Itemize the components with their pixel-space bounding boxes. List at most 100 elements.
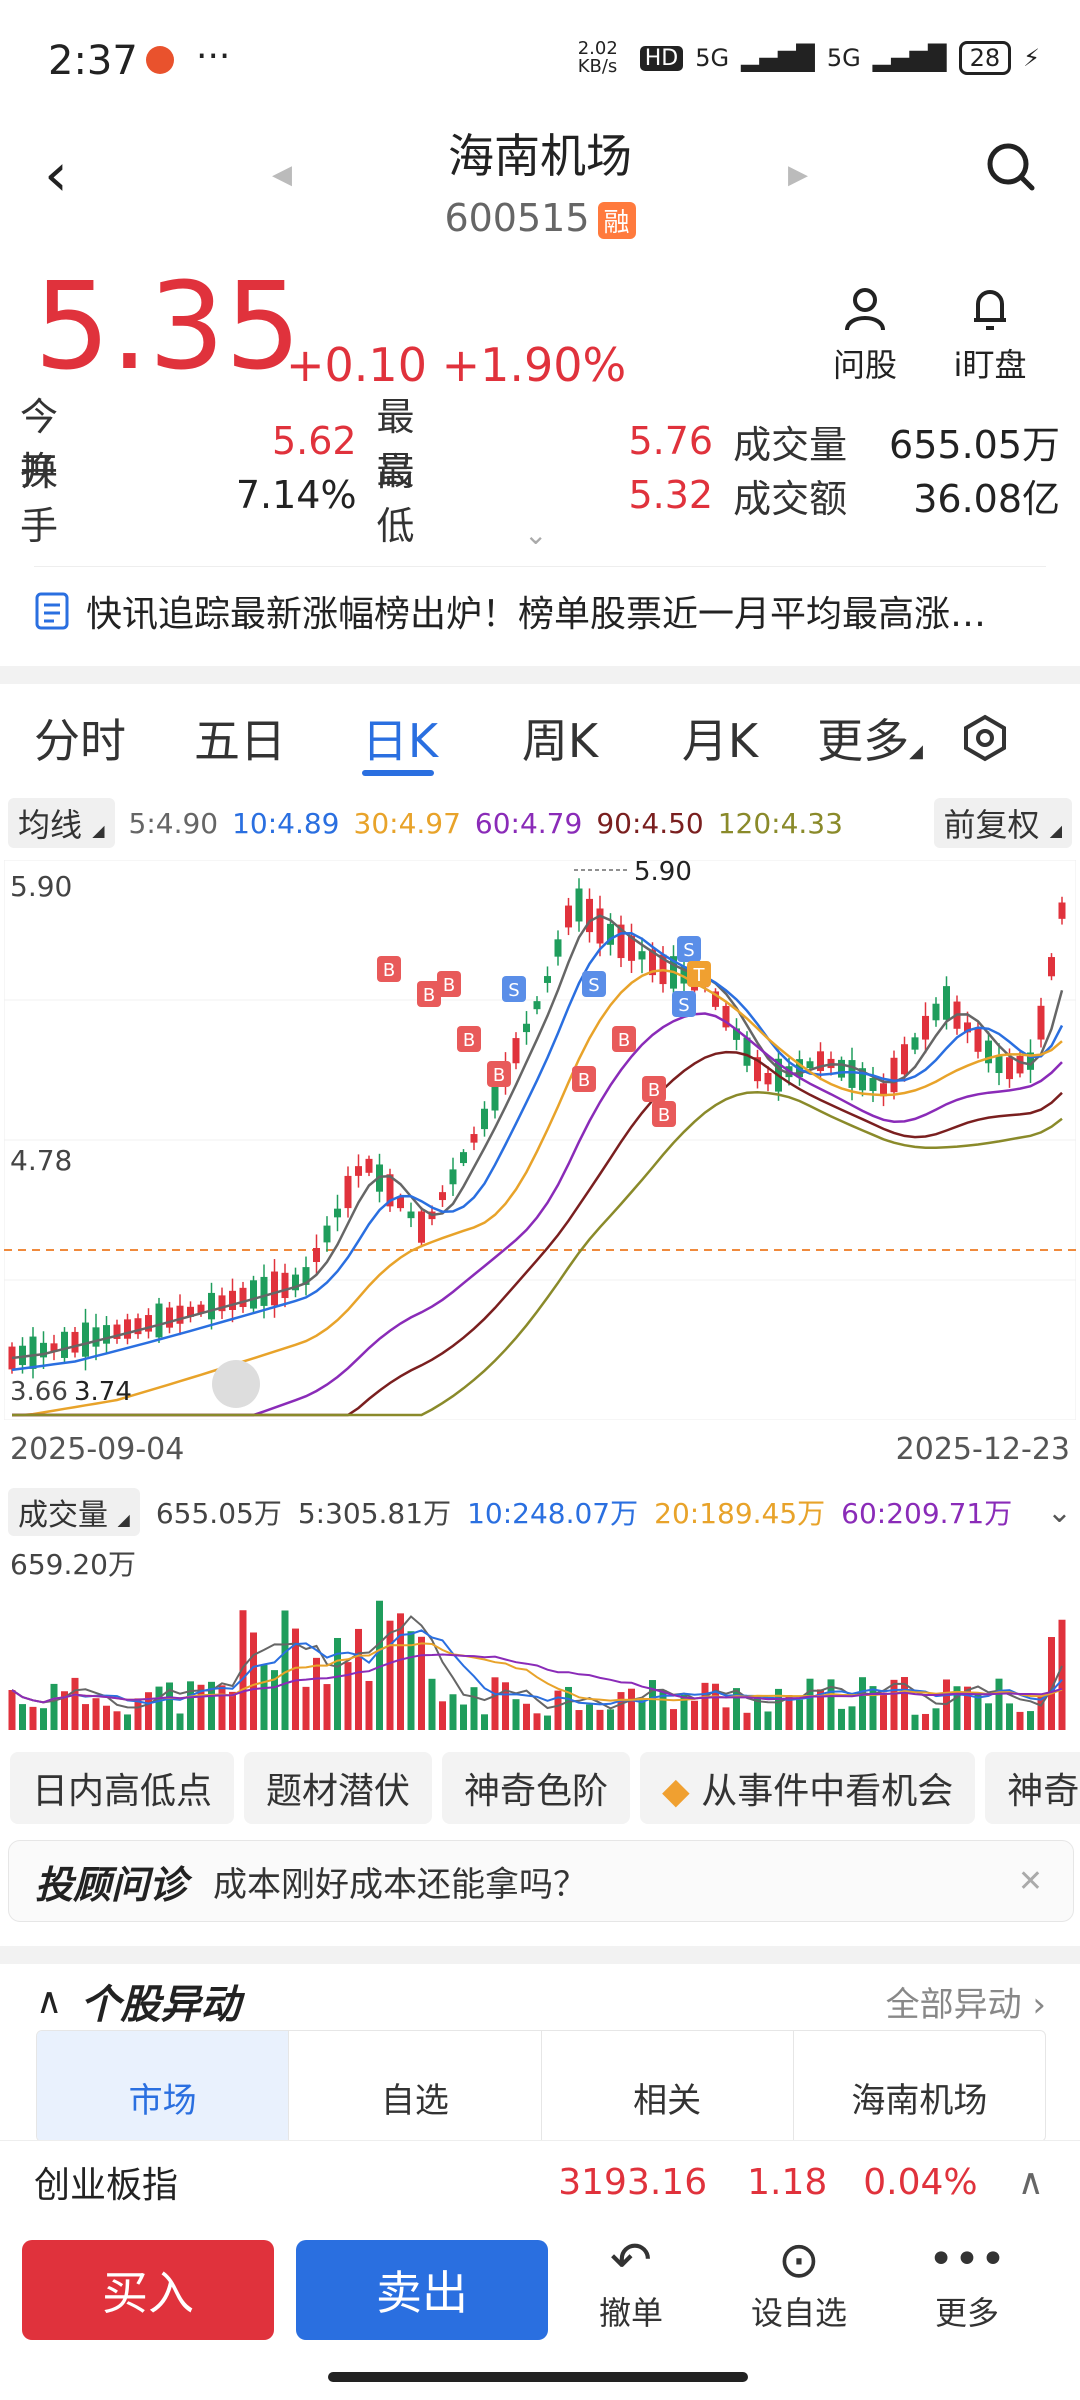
signal-marker-letter: B xyxy=(578,1070,590,1091)
search-icon[interactable] xyxy=(984,140,1036,192)
section-separator xyxy=(0,1946,1080,1964)
volume-bar xyxy=(187,1681,194,1730)
stat-value: 36.08亿 xyxy=(913,476,1061,521)
signal-marker[interactable] xyxy=(457,1026,481,1052)
tab-five-day[interactable]: 五日 xyxy=(194,714,286,768)
candle xyxy=(838,1059,845,1078)
volume-bar xyxy=(449,1694,457,1730)
ma-selector[interactable]: 均线 ◢ xyxy=(8,798,115,848)
sell-button[interactable]: 卖出 xyxy=(296,2240,548,2340)
moving-average-line xyxy=(12,968,1063,1417)
volume-bar xyxy=(575,1710,583,1730)
candle xyxy=(806,1061,814,1069)
tag-magic[interactable]: 神奇 xyxy=(985,1752,1080,1824)
candle xyxy=(365,1158,373,1173)
more-label: 更多 xyxy=(934,2294,999,2332)
tab-more[interactable]: 更多◢ xyxy=(800,705,940,771)
volume-bar xyxy=(1048,1637,1055,1730)
segment-watchlist[interactable]: 自选 xyxy=(289,2031,542,2141)
tab-intraday[interactable]: 分时 xyxy=(34,714,126,768)
candle xyxy=(523,1023,530,1033)
signal-5g-2-icon: 5G xyxy=(826,44,861,72)
chart-period-tabs: 分时 五日 日K 周K 月K 更多◢ xyxy=(0,700,1080,776)
tab-weekly-k[interactable]: 周K xyxy=(521,714,599,768)
index-ticker-bar[interactable]: 创业板指 3193.16 1.18 0.04% ∧ xyxy=(0,2140,1080,2223)
signal-marker[interactable] xyxy=(652,1101,676,1127)
battery-icon: 28 xyxy=(958,41,1012,75)
tab-monthly-k[interactable]: 月K xyxy=(681,714,759,768)
buy-button[interactable]: 买入 xyxy=(22,2240,274,2340)
all-moves-link[interactable]: 全部异动 › xyxy=(886,1977,1046,2026)
volume-bar xyxy=(953,1686,961,1730)
abnormal-filter-segments: 市场 自选 相关 海南机场 xyxy=(36,2030,1046,2142)
signal-marker[interactable] xyxy=(642,1076,666,1102)
segment-related[interactable]: 相关 xyxy=(542,2031,794,2141)
signal-marker[interactable] xyxy=(582,971,606,997)
tag-magic-color[interactable]: 神奇色阶 xyxy=(442,1752,631,1824)
prev-stock-icon[interactable]: ◀ xyxy=(272,160,292,190)
volume-bar xyxy=(292,1628,299,1730)
home-indicator xyxy=(328,2372,748,2382)
moving-average-line xyxy=(12,1090,1063,1417)
volume-bar xyxy=(428,1678,436,1730)
tag-event-opportunity-label: 从事件中看机会 xyxy=(701,1771,954,1812)
signal-marker[interactable] xyxy=(572,1066,596,1092)
stats-table: 今开 5.62 最高 5.76 成交量 655.05万 换手 7.14% 最低 … xyxy=(20,395,1061,548)
news-ticker[interactable]: 快讯追踪最新涨幅榜出炉！榜单股票近一月平均最高涨… xyxy=(34,585,1044,637)
signal-marker[interactable] xyxy=(612,1026,636,1052)
divider xyxy=(34,566,1046,567)
watch-button[interactable]: i盯盘 xyxy=(940,286,1040,386)
abnormal-moves-toggle[interactable]: ∧ 个股异动 xyxy=(36,1972,240,2030)
volume-bar xyxy=(764,1711,772,1730)
volume-bar xyxy=(712,1683,719,1730)
draw-tool-icon[interactable] xyxy=(212,1360,260,1408)
add-favorite-button[interactable]: ⊙ 设自选 xyxy=(744,2232,854,2334)
ma-legend: 均线 ◢ 5:4.90 10:4.89 30:4.97 60:4.79 90:4… xyxy=(8,798,1072,848)
volume-selector[interactable]: 成交量 ◢ xyxy=(8,1488,140,1536)
advisor-question: 成本刚好成本还能拿吗？ xyxy=(213,1864,588,1905)
moving-average-line xyxy=(11,932,1064,1372)
chevron-down-icon[interactable]: ⌄ xyxy=(1046,1494,1072,1530)
tag-theme-ambush[interactable]: 题材潜伏 xyxy=(244,1752,433,1824)
volume-bar xyxy=(218,1685,226,1730)
candle xyxy=(733,1028,740,1040)
ask-stock-button[interactable]: 问股 xyxy=(820,286,910,386)
volume-bar xyxy=(890,1679,898,1730)
stat-value: 5.76 xyxy=(628,419,714,463)
segment-stock[interactable]: 海南机场 xyxy=(851,2081,988,2121)
adjust-selector[interactable]: 前复权 ◢ xyxy=(933,798,1072,848)
advisor-banner[interactable]: 投顾问诊 成本刚好成本还能拿吗？ ✕ xyxy=(8,1840,1074,1922)
signal-marker[interactable] xyxy=(502,976,526,1002)
tab-daily-k[interactable]: 日K xyxy=(361,714,439,768)
x-axis-end: 2025-12-23 xyxy=(895,1432,1070,1467)
tag-event-opportunity[interactable]: ◆ 从事件中看机会 xyxy=(640,1752,976,1824)
margin-badge: 融 xyxy=(597,202,636,239)
signal-marker[interactable] xyxy=(672,991,696,1017)
segment-market[interactable]: 市场 xyxy=(37,2031,290,2141)
volume-bar xyxy=(407,1631,415,1730)
stat-label: 换手 xyxy=(20,449,79,548)
expand-chevron-icon[interactable]: ⌄ xyxy=(524,518,548,551)
signal-marker[interactable] xyxy=(377,956,401,982)
signal-marker[interactable] xyxy=(417,981,441,1007)
settings-hexagon-icon[interactable] xyxy=(960,713,1010,763)
volume-bar xyxy=(586,1704,593,1730)
stat-value: 655.05万 xyxy=(889,422,1061,467)
signal-marker[interactable] xyxy=(437,971,461,997)
signal-marker[interactable] xyxy=(487,1061,511,1087)
candle xyxy=(407,1211,415,1219)
back-icon[interactable]: ‹ xyxy=(44,140,68,210)
close-icon[interactable]: ✕ xyxy=(1017,1863,1043,1899)
volume-bar xyxy=(334,1637,341,1730)
tag-intraday-high-low[interactable]: 日内高低点 xyxy=(10,1752,235,1824)
signal-marker[interactable] xyxy=(677,936,701,962)
more-button[interactable]: ••• 更多 xyxy=(912,2232,1022,2334)
chevron-up-icon[interactable]: ∧ xyxy=(1017,2161,1044,2203)
candle xyxy=(176,1305,184,1324)
signal-marker[interactable] xyxy=(687,961,711,987)
cancel-order-button[interactable]: ↶ 撤单 xyxy=(576,2232,686,2334)
next-stock-icon[interactable]: ▶ xyxy=(788,160,808,190)
candle xyxy=(449,1169,457,1185)
volume-bar xyxy=(281,1610,289,1730)
